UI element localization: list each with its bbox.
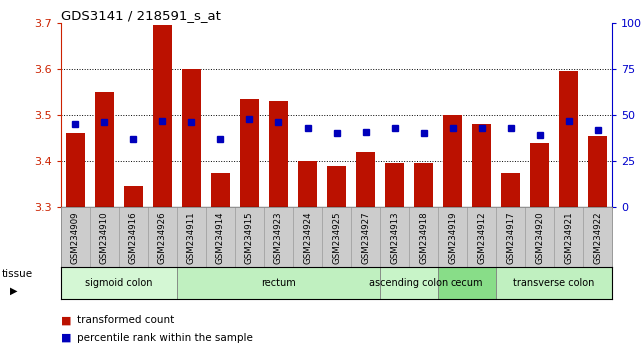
Text: GSM234910: GSM234910 bbox=[100, 211, 109, 264]
Text: GSM234926: GSM234926 bbox=[158, 211, 167, 264]
Bar bbox=[472, 124, 491, 207]
Bar bbox=[269, 101, 288, 207]
Text: GSM234913: GSM234913 bbox=[390, 211, 399, 264]
Bar bbox=[177, 267, 380, 299]
Bar bbox=[530, 143, 549, 207]
Text: GSM234924: GSM234924 bbox=[303, 211, 312, 264]
Bar bbox=[501, 172, 520, 207]
Bar bbox=[380, 267, 438, 299]
Bar bbox=[356, 152, 375, 207]
Text: GSM234916: GSM234916 bbox=[129, 211, 138, 264]
Bar bbox=[211, 172, 230, 207]
Bar bbox=[588, 136, 607, 207]
Text: sigmoid colon: sigmoid colon bbox=[85, 278, 153, 288]
Bar bbox=[124, 186, 143, 207]
Text: transformed count: transformed count bbox=[77, 315, 174, 325]
Text: GSM234909: GSM234909 bbox=[71, 211, 80, 264]
Text: percentile rank within the sample: percentile rank within the sample bbox=[77, 333, 253, 343]
Text: tissue: tissue bbox=[2, 269, 33, 279]
Text: GSM234927: GSM234927 bbox=[361, 211, 370, 264]
Bar bbox=[559, 71, 578, 207]
Text: GSM234923: GSM234923 bbox=[274, 211, 283, 264]
Bar bbox=[240, 99, 259, 207]
Text: GSM234919: GSM234919 bbox=[448, 211, 457, 264]
Bar bbox=[414, 163, 433, 207]
Text: GSM234925: GSM234925 bbox=[332, 211, 341, 264]
Text: GDS3141 / 218591_s_at: GDS3141 / 218591_s_at bbox=[61, 9, 221, 22]
Bar bbox=[153, 25, 172, 207]
Bar bbox=[438, 267, 496, 299]
Bar bbox=[496, 267, 612, 299]
Bar bbox=[327, 166, 346, 207]
Text: ▶: ▶ bbox=[10, 285, 17, 295]
Text: GSM234918: GSM234918 bbox=[419, 211, 428, 264]
Text: rectum: rectum bbox=[261, 278, 296, 288]
Text: GSM234922: GSM234922 bbox=[593, 211, 602, 264]
Text: ■: ■ bbox=[61, 333, 71, 343]
Bar bbox=[95, 92, 114, 207]
Text: cecum: cecum bbox=[451, 278, 483, 288]
Text: GSM234920: GSM234920 bbox=[535, 211, 544, 264]
Text: ■: ■ bbox=[61, 315, 71, 325]
Bar bbox=[385, 163, 404, 207]
Text: ascending colon: ascending colon bbox=[369, 278, 449, 288]
Bar bbox=[66, 133, 85, 207]
Bar bbox=[298, 161, 317, 207]
Bar bbox=[182, 69, 201, 207]
Bar bbox=[61, 267, 177, 299]
Text: GSM234917: GSM234917 bbox=[506, 211, 515, 264]
Bar bbox=[443, 115, 462, 207]
Text: GSM234921: GSM234921 bbox=[564, 211, 573, 264]
Text: GSM234912: GSM234912 bbox=[477, 211, 486, 264]
Text: GSM234915: GSM234915 bbox=[245, 211, 254, 264]
Text: GSM234911: GSM234911 bbox=[187, 211, 196, 264]
Text: transverse colon: transverse colon bbox=[513, 278, 595, 288]
Text: GSM234914: GSM234914 bbox=[216, 211, 225, 264]
